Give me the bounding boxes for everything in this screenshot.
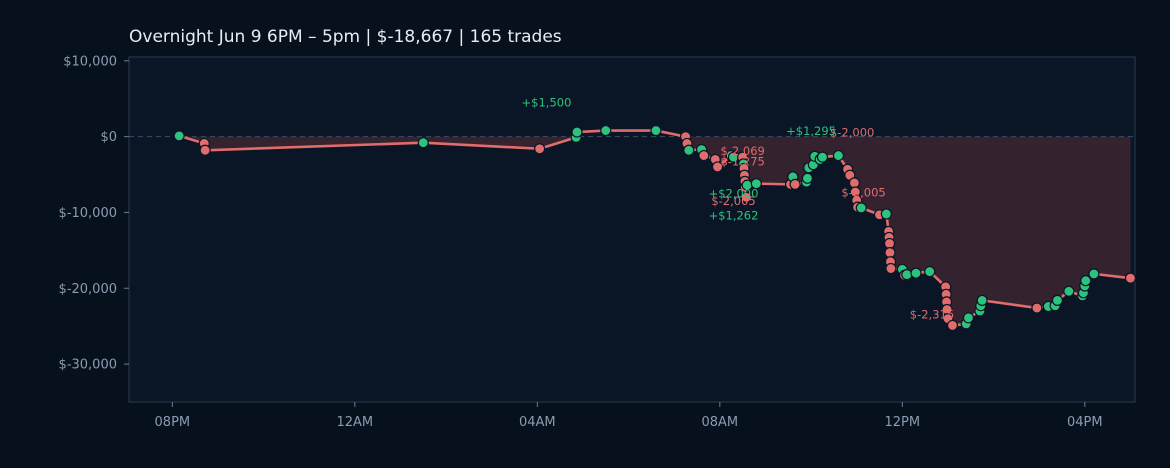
x-tick-label: 12PM xyxy=(885,415,921,430)
losing-trade-point xyxy=(885,262,897,275)
trade-annotation: $-2,069 xyxy=(720,144,764,158)
winning-trade-point xyxy=(650,124,662,137)
winning-trade-point xyxy=(1051,294,1064,306)
losing-trade-point xyxy=(534,143,546,155)
losing-trade-point xyxy=(884,247,896,259)
trade-points xyxy=(173,124,1137,332)
losing-trade-point xyxy=(1124,272,1137,284)
chart-title: Overnight Jun 9 6PM – 5pm | $-18,667 | 1… xyxy=(129,27,562,47)
trade-annotation: +$1,500 xyxy=(522,95,572,109)
winning-trade-point xyxy=(750,178,762,190)
winning-trade-point xyxy=(571,126,583,138)
losing-trade-point xyxy=(946,319,959,332)
winning-trade-point xyxy=(924,265,936,278)
trade-annotation: +$1,295 xyxy=(786,124,836,138)
x-tick-label: 04PM xyxy=(1067,415,1103,430)
trade-annotation: $-2,315 xyxy=(910,308,954,322)
winning-trade-point xyxy=(173,130,185,142)
trade-annotations: +$1,500$-2,069$-1,275+$2,000$-2,005+$1,2… xyxy=(522,95,955,321)
winning-trade-point xyxy=(1063,285,1075,297)
trade-annotation: +$2,000 xyxy=(709,186,759,200)
winning-trade-point xyxy=(910,267,922,279)
losing-trade-point xyxy=(789,178,801,190)
winning-trade-point xyxy=(600,124,612,137)
losing-trade-point xyxy=(199,144,211,156)
winning-trade-point xyxy=(683,144,695,156)
winning-trade-point xyxy=(1080,275,1092,287)
y-tick-label: $10,000 xyxy=(63,54,117,69)
x-tick-label: 08PM xyxy=(155,415,191,430)
drawdown-area xyxy=(179,136,1131,326)
winning-trade-point xyxy=(855,202,867,214)
winning-trade-point xyxy=(976,294,988,306)
y-tick-label: $-10,000 xyxy=(59,206,117,221)
winning-trade-point xyxy=(962,312,975,324)
losing-trade-point xyxy=(698,149,710,162)
y-tick-label: $0 xyxy=(100,130,117,145)
losing-trade-point xyxy=(740,191,752,203)
winning-trade-point xyxy=(1088,268,1100,280)
trade-annotation: $-2,005 xyxy=(711,194,755,208)
winning-trade-point xyxy=(901,269,913,281)
y-axis: $10,000 $0 $-10,000 $-20,000 $-30,000 xyxy=(59,54,129,373)
x-tick-label: 12AM xyxy=(337,415,374,430)
losing-trade-point xyxy=(883,237,896,250)
losing-trade-point xyxy=(1031,302,1043,314)
trade-annotation: $-2,005 xyxy=(841,186,885,200)
x-tick-label: 04AM xyxy=(519,415,556,430)
x-tick-label: 08AM xyxy=(701,415,738,430)
winning-trade-point xyxy=(832,149,845,162)
trade-annotation: $-2,000 xyxy=(830,126,874,140)
x-axis: 08PM 12AM 04AM 08AM 12PM 04PM xyxy=(155,402,1103,430)
winning-trade-point xyxy=(801,172,814,184)
y-tick-label: $-20,000 xyxy=(59,282,117,297)
winning-trade-point xyxy=(816,151,829,163)
y-tick-label: $-30,000 xyxy=(59,358,117,373)
trade-annotation: +$1,262 xyxy=(709,208,759,222)
losing-trade-point xyxy=(711,161,724,173)
trade-annotation: $-1,275 xyxy=(720,154,764,168)
winning-trade-point xyxy=(880,208,892,220)
drawdown-fill xyxy=(179,136,1131,326)
winning-trade-point xyxy=(417,137,429,149)
